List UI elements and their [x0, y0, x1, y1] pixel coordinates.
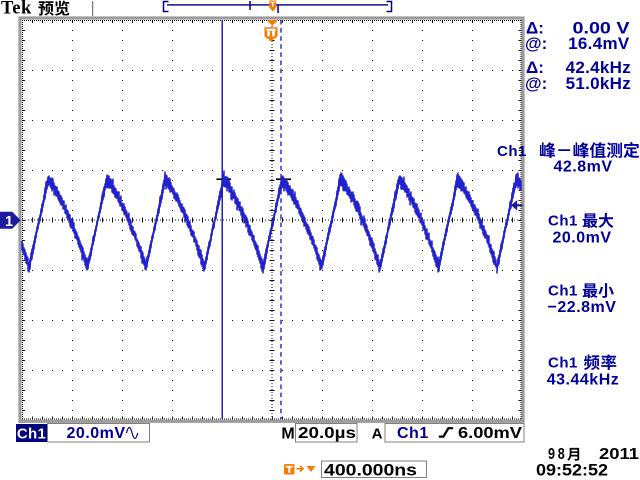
svg-text:Δ:: Δ: — [526, 19, 544, 38]
svg-text:1: 1 — [5, 214, 13, 230]
svg-text:Ch1: Ch1 — [497, 143, 527, 160]
svg-text:20.0µs: 20.0µs — [298, 425, 356, 442]
svg-text:51.0kHz: 51.0kHz — [566, 74, 631, 93]
svg-text:20.0mV: 20.0mV — [552, 230, 611, 247]
svg-text:09:52:52: 09:52:52 — [536, 461, 608, 480]
svg-text:16.4mV: 16.4mV — [568, 34, 630, 53]
svg-text:Ch1: Ch1 — [548, 213, 578, 230]
svg-text:2011: 2011 — [599, 446, 639, 463]
svg-text:Δ:: Δ: — [526, 58, 544, 77]
svg-text:20.0mV: 20.0mV — [67, 425, 126, 442]
svg-text:@:: @: — [525, 34, 547, 53]
svg-text:Ch1: Ch1 — [548, 355, 578, 372]
svg-text:Ch1: Ch1 — [548, 283, 578, 300]
svg-text:−22.8mV: −22.8mV — [548, 299, 617, 316]
svg-text:400.000ns: 400.000ns — [324, 461, 417, 480]
svg-text:8: 8 — [558, 446, 565, 463]
svg-text:6.00mV: 6.00mV — [458, 425, 522, 442]
svg-text:A: A — [372, 426, 383, 443]
svg-text:42.8mV: 42.8mV — [553, 159, 612, 176]
svg-text:M: M — [281, 426, 294, 443]
svg-text:9: 9 — [548, 446, 555, 463]
svg-text:@:: @: — [525, 74, 547, 93]
svg-text:43.44kHz: 43.44kHz — [547, 372, 620, 389]
svg-text:Ch1: Ch1 — [17, 426, 46, 443]
svg-text:42.4kHz: 42.4kHz — [566, 58, 631, 77]
svg-text:Tek: Tek — [1, 0, 32, 18]
svg-text:Ch1: Ch1 — [397, 425, 429, 442]
svg-text:0.00 V: 0.00 V — [573, 19, 631, 38]
